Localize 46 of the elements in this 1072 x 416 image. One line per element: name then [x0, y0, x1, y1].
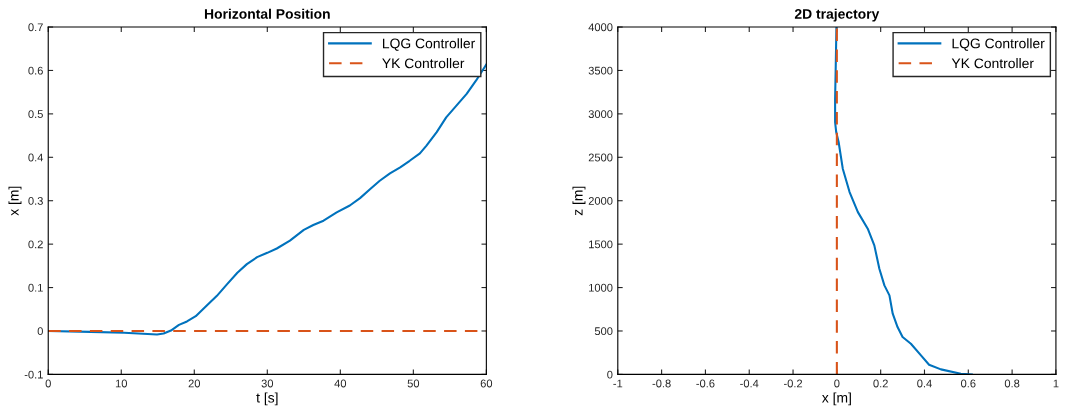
x-tick-label: -1: [613, 379, 623, 388]
y-tick-label: 3000: [588, 110, 613, 119]
chart-title: Horizontal Position: [204, 8, 330, 19]
y-tick-label: 0.7: [28, 23, 43, 32]
y-axis-title: z [m]: [572, 186, 586, 216]
x-tick-label: 1: [1053, 379, 1059, 388]
y-axis-title: x [m]: [8, 186, 22, 216]
x-tick-label: 0.2: [873, 379, 888, 388]
x-tick-label: 0.8: [1004, 379, 1020, 388]
y-tick-label: 0.4: [28, 153, 44, 162]
y-tick-label: 2000: [588, 196, 613, 205]
x-axis-title: t [s]: [256, 392, 278, 406]
y-tick-label: 0.1: [28, 283, 43, 292]
y-tick-label: 0: [607, 370, 613, 379]
x-tick-label: -0.8: [652, 379, 671, 388]
y-tick-label: 0.3: [28, 196, 43, 205]
y-tick-label: 4000: [588, 23, 613, 32]
y-tick-label: 500: [594, 327, 613, 336]
y-tick-label: 1000: [589, 283, 613, 292]
x-tick-label: 0: [834, 379, 840, 388]
chart-title: 2D trajectory: [794, 8, 880, 22]
x-tick-label: 20: [188, 379, 201, 388]
y-tick-label: 0: [37, 327, 43, 336]
x-tick-label: 60: [480, 379, 493, 388]
legend-label: LQG Controller: [383, 38, 476, 51]
y-tick-label: 3500: [588, 66, 613, 75]
y-tick-label: 0.5: [28, 110, 43, 119]
x-tick-label: -0.6: [696, 379, 715, 388]
x-tick-label: 50: [407, 379, 420, 388]
legend-label: YK Controller: [951, 58, 1034, 69]
x-tick-label: 0.4: [917, 379, 932, 388]
y-tick-label: 2500: [588, 153, 613, 162]
x-tick-label: 30: [261, 379, 274, 388]
x-tick-label: 40: [334, 379, 347, 388]
x-tick-label: 0: [45, 379, 51, 388]
x-tick-label: 0.6: [961, 379, 976, 388]
y-tick-label: 0.2: [28, 240, 43, 249]
x-tick-label: -0.4: [740, 379, 759, 388]
y-tick-label: 0.6: [28, 66, 43, 75]
legend-label: YK Controller: [382, 58, 465, 69]
legend-label: LQG Controller: [952, 38, 1045, 51]
x-tick-label: 10: [115, 379, 128, 388]
y-tick-label: 1500: [589, 240, 613, 249]
x-axis-title: x [m]: [821, 392, 851, 406]
y-tick-label: -0.1: [24, 370, 43, 379]
x-tick-label: -0.2: [783, 379, 803, 388]
